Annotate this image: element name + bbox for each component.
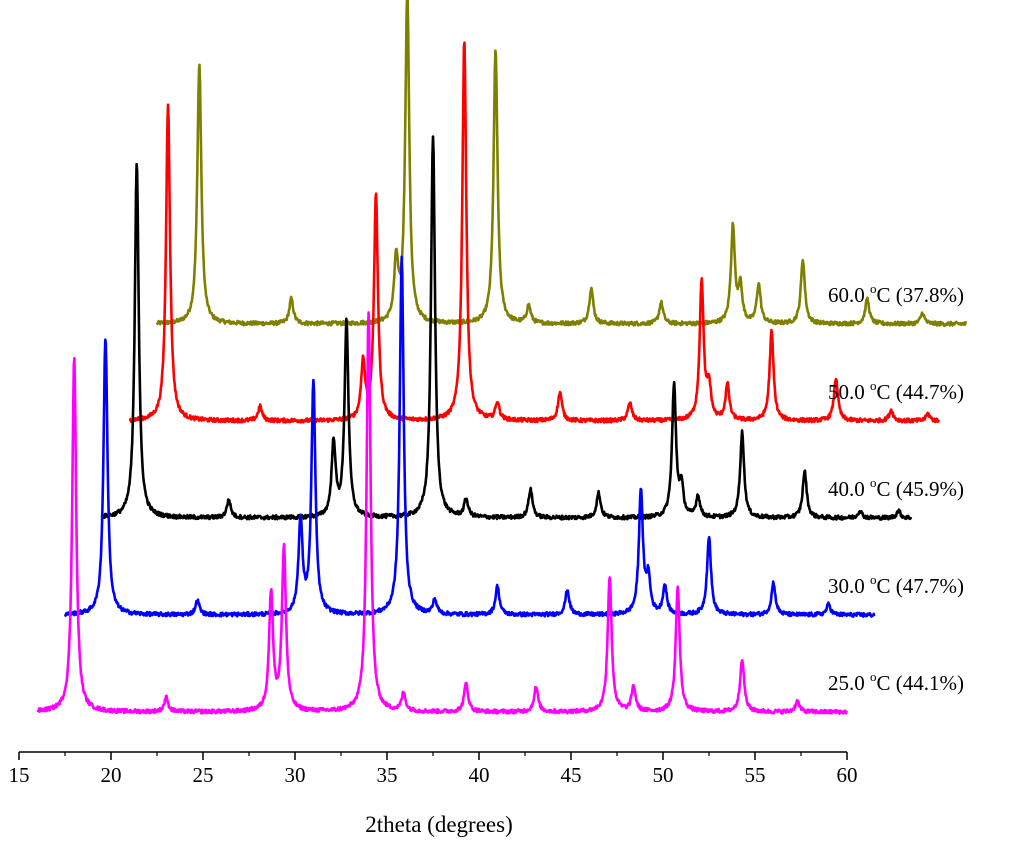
x-tick-label: 45 — [561, 763, 582, 787]
series-label-40-0: 40.0 oC (45.9%) — [828, 475, 964, 501]
series-label-25-0: 25.0 oC (44.1%) — [828, 669, 964, 695]
series-labels: 60.0 oC (37.8%) 50.0 oC (44.7%) 40.0 oC (4… — [828, 281, 964, 695]
series-label-50-0: 50.0 oC (44.7%) — [828, 378, 964, 404]
series-line-25-0 — [36, 311, 848, 716]
series-label-60-0: 60.0 oC (37.8%) — [828, 281, 964, 307]
series-line-50-0 — [128, 41, 940, 424]
series-line-60-0 — [155, 0, 968, 328]
x-tick-label: 15 — [9, 763, 30, 787]
x-axis-title: 2theta (degrees) — [365, 812, 513, 837]
x-tick-label: 20 — [101, 763, 122, 787]
traces — [36, 0, 968, 716]
x-tick-label: 35 — [377, 763, 398, 787]
x-tick-label: 55 — [745, 763, 766, 787]
series-label-30-0: 30.0 oC (47.7%) — [828, 572, 964, 598]
x-tick-label: 25 — [193, 763, 214, 787]
x-tick-label: 60 — [837, 763, 858, 787]
x-tick-label: 30 — [285, 763, 306, 787]
x-tick-label: 50 — [653, 763, 674, 787]
x-axis: 15 20 25 30 35 40 45 50 55 60 — [9, 751, 858, 787]
series-line-30-0 — [63, 255, 876, 619]
series-line-40-0 — [100, 135, 913, 521]
x-tick-label: 40 — [469, 763, 490, 787]
